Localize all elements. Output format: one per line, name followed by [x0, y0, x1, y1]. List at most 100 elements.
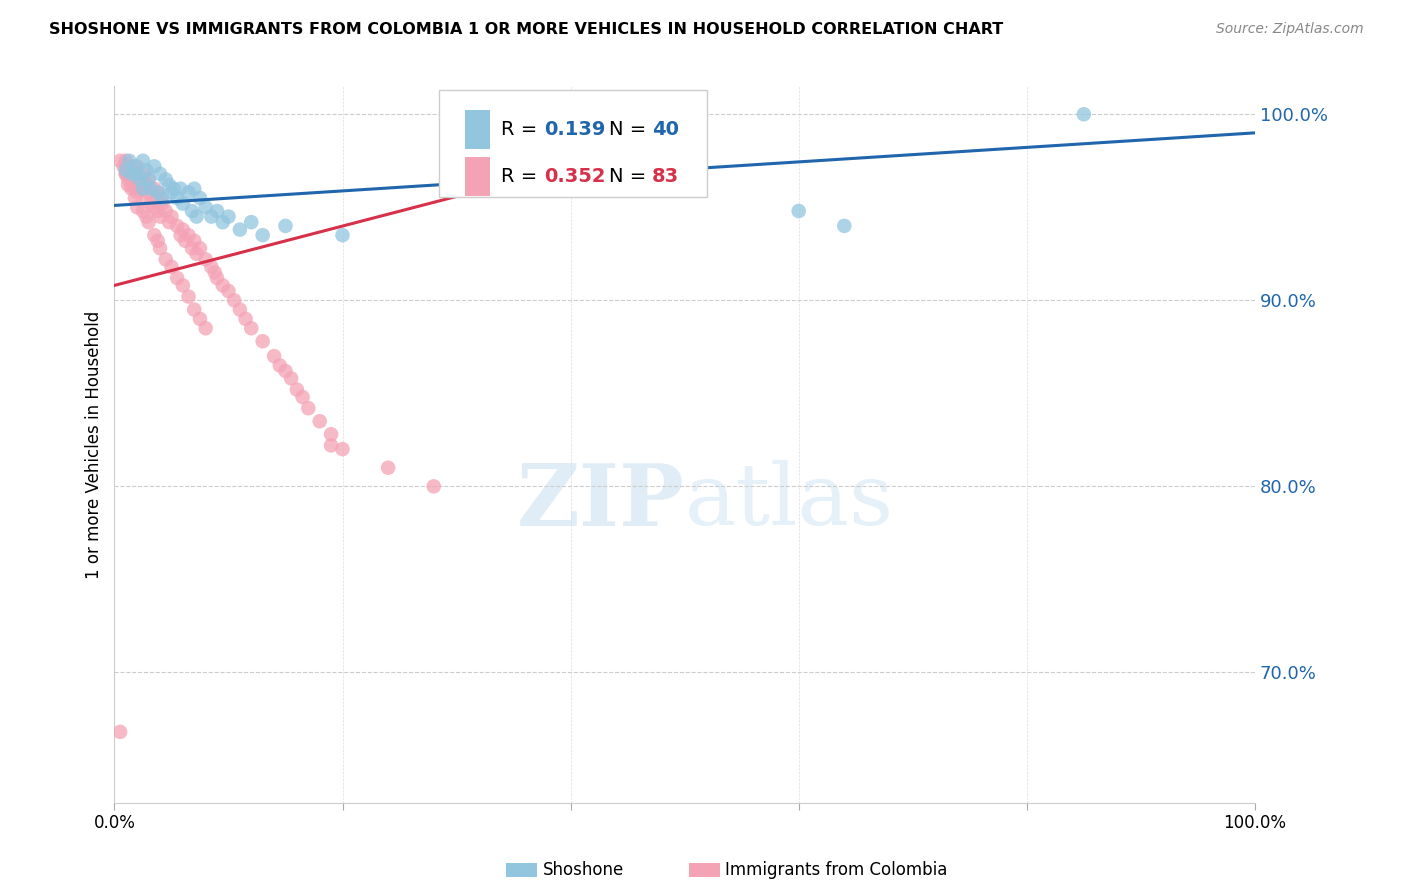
Point: [143, 228, 166, 243]
Point: [177, 186, 200, 200]
Point: [114, 163, 136, 178]
Point: [132, 153, 155, 168]
Point: [139, 182, 162, 196]
Text: Immigrants from Colombia: Immigrants from Colombia: [725, 861, 948, 879]
Point: [291, 390, 314, 404]
Point: [118, 153, 141, 168]
Text: ZIP: ZIP: [517, 459, 685, 544]
Point: [204, 265, 226, 279]
Point: [132, 204, 155, 219]
Point: [135, 163, 157, 178]
Point: [146, 186, 169, 200]
Bar: [464, 110, 489, 149]
Text: 83: 83: [651, 167, 679, 186]
Point: [297, 401, 319, 416]
Y-axis label: 1 or more Vehicles in Household: 1 or more Vehicles in Household: [86, 310, 103, 579]
Text: 0.352: 0.352: [544, 167, 606, 186]
Point: [121, 178, 143, 192]
Point: [124, 182, 146, 196]
Point: [274, 364, 297, 378]
Point: [224, 293, 246, 308]
Point: [166, 219, 188, 233]
Point: [139, 196, 162, 211]
Point: [240, 321, 263, 335]
Text: N =: N =: [609, 167, 652, 186]
Point: [124, 191, 146, 205]
Point: [121, 182, 143, 196]
Point: [157, 215, 180, 229]
Point: [143, 182, 166, 196]
Point: [183, 302, 205, 317]
FancyBboxPatch shape: [440, 90, 707, 197]
Point: [128, 172, 150, 186]
Text: SHOSHONE VS IMMIGRANTS FROM COLOMBIA 1 OR MORE VEHICLES IN HOUSEHOLD CORRELATION: SHOSHONE VS IMMIGRANTS FROM COLOMBIA 1 O…: [49, 22, 1004, 37]
Point: [143, 159, 166, 173]
Point: [128, 172, 150, 186]
Point: [146, 204, 169, 219]
Point: [172, 196, 194, 211]
Point: [132, 182, 155, 196]
Point: [332, 228, 354, 243]
Point: [181, 241, 204, 255]
Point: [269, 359, 291, 373]
Point: [181, 204, 204, 219]
Point: [138, 172, 160, 186]
Point: [157, 178, 180, 192]
Point: [252, 228, 274, 243]
Text: Source: ZipAtlas.com: Source: ZipAtlas.com: [1216, 22, 1364, 37]
Point: [149, 241, 172, 255]
Point: [217, 284, 239, 298]
Point: [183, 182, 205, 196]
Point: [169, 182, 191, 196]
Point: [112, 159, 135, 173]
Point: [114, 167, 136, 181]
Point: [160, 186, 183, 200]
Point: [169, 228, 191, 243]
Text: atlas: atlas: [685, 460, 894, 543]
Point: [150, 196, 173, 211]
Point: [377, 460, 399, 475]
Point: [194, 200, 217, 214]
Text: R =: R =: [501, 167, 544, 186]
Point: [127, 159, 149, 173]
Point: [127, 186, 149, 200]
Point: [149, 167, 172, 181]
Point: [280, 371, 302, 385]
Point: [332, 442, 354, 457]
Point: [108, 725, 131, 739]
Point: [200, 260, 222, 274]
Point: [143, 200, 166, 214]
Point: [319, 427, 342, 442]
Text: Shoshone: Shoshone: [543, 861, 624, 879]
Point: [117, 159, 139, 173]
Point: [138, 186, 160, 200]
Point: [155, 252, 177, 267]
Point: [235, 312, 257, 326]
Point: [308, 414, 330, 428]
Point: [172, 278, 194, 293]
Point: [229, 222, 252, 236]
Text: N =: N =: [609, 120, 652, 139]
Point: [1073, 107, 1095, 121]
Point: [127, 200, 149, 214]
Point: [422, 479, 444, 493]
Text: 40: 40: [651, 120, 679, 139]
Point: [172, 222, 194, 236]
Point: [138, 172, 160, 186]
Point: [211, 278, 233, 293]
Point: [240, 215, 263, 229]
Point: [229, 302, 252, 317]
Point: [177, 289, 200, 303]
Point: [127, 167, 149, 181]
Point: [124, 159, 146, 173]
Point: [194, 321, 217, 335]
Point: [274, 219, 297, 233]
Point: [188, 312, 211, 326]
Point: [135, 210, 157, 224]
Point: [135, 191, 157, 205]
Point: [183, 234, 205, 248]
Point: [205, 204, 228, 219]
Point: [166, 191, 188, 205]
Point: [149, 210, 172, 224]
Point: [108, 153, 131, 168]
